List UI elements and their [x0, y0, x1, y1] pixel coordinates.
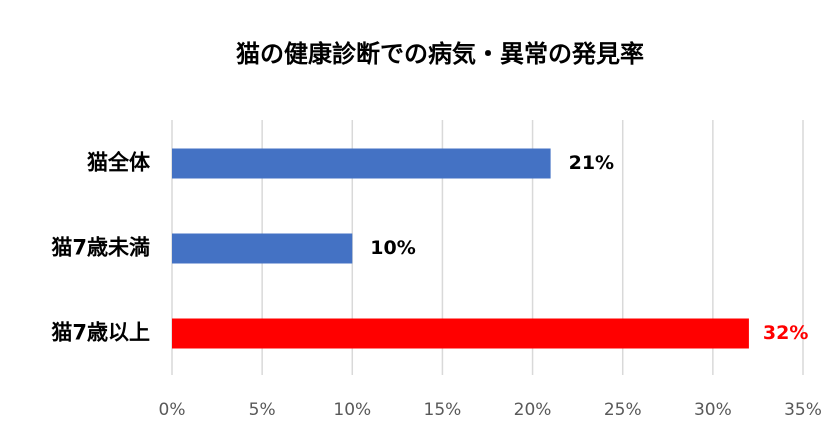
x-tick-label: 10% [333, 400, 371, 420]
bar [172, 233, 353, 264]
x-tick-label: 5% [249, 400, 276, 420]
bar [172, 318, 749, 349]
value-label: 10% [370, 237, 415, 259]
x-tick-label: 35% [784, 400, 822, 420]
x-tick-label: 20% [514, 400, 552, 420]
category-label: 猫全体 [87, 151, 151, 175]
x-tick-label: 15% [424, 400, 462, 420]
bar [172, 148, 551, 179]
chart-title: 猫の健康診断での病気・異常の発見率 [236, 40, 644, 68]
x-tick-label: 25% [604, 400, 642, 420]
category-label: 猫7歳未満 [51, 236, 150, 260]
value-label: 21% [569, 152, 614, 174]
value-label: 32% [763, 322, 808, 344]
x-tick-label: 0% [159, 400, 186, 420]
category-label: 猫7歳以上 [51, 321, 150, 345]
x-tick-label: 30% [694, 400, 732, 420]
